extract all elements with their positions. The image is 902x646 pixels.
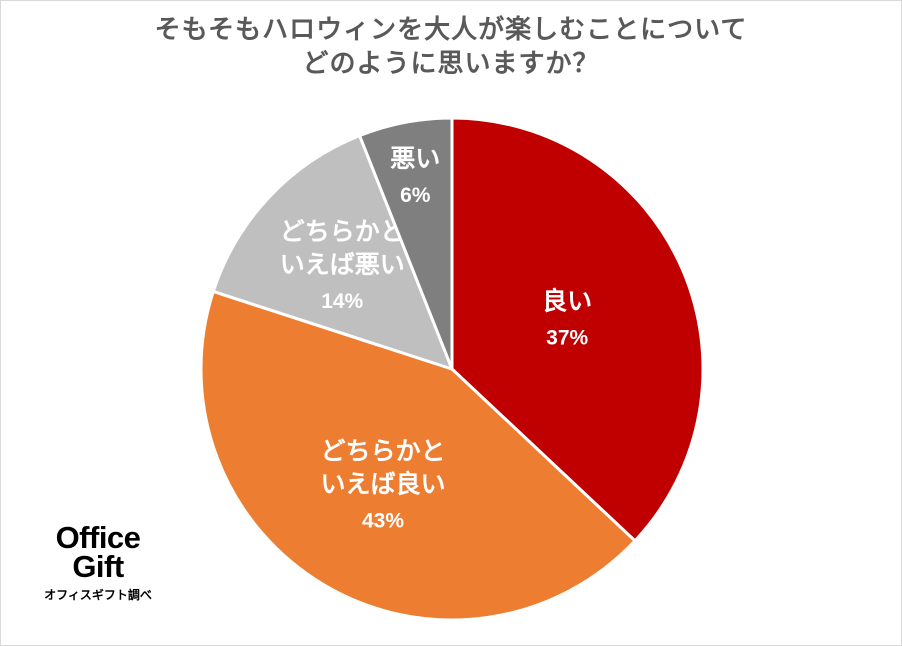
slice-label-3-line-0: 悪い: [390, 144, 440, 173]
chart-title-line-1: そもそもハロウィンを大人が楽しむことについて: [154, 15, 748, 45]
source-note: オフィスギフト調べ: [44, 588, 152, 602]
slice-label-2-line-1: いえば悪い: [280, 250, 405, 279]
slice-label-2-line-0: どちらかと: [280, 217, 405, 246]
slice-value-label-0: 37%: [546, 327, 588, 350]
pie-slice-2: [211, 134, 454, 371]
slice-value-label-1: 43%: [362, 510, 404, 533]
slice-label-0-line-0: 良い: [542, 287, 592, 316]
slice-value-label-3: 6%: [400, 184, 431, 207]
chart-title-line-2: どのように思いますか？: [302, 49, 600, 79]
office-gift-logo: Office Gift オフィスギフト調べ: [23, 520, 173, 603]
pie-slice-1: [199, 289, 637, 622]
chart-title: そもそもハロウィンを大人が楽しむことについて どのように思いますか？: [1, 13, 901, 81]
slice-label-1-line-1: いえば良い: [320, 470, 445, 499]
logo-line-1: Office: [55, 520, 141, 555]
slice-value-label-2: 14%: [321, 290, 363, 313]
pie-slice-3: [358, 116, 454, 371]
logo-line-2: Gift: [72, 549, 124, 584]
slice-label-1-line-0: どちらかと: [320, 437, 445, 466]
pie-slice-0: [450, 116, 705, 543]
